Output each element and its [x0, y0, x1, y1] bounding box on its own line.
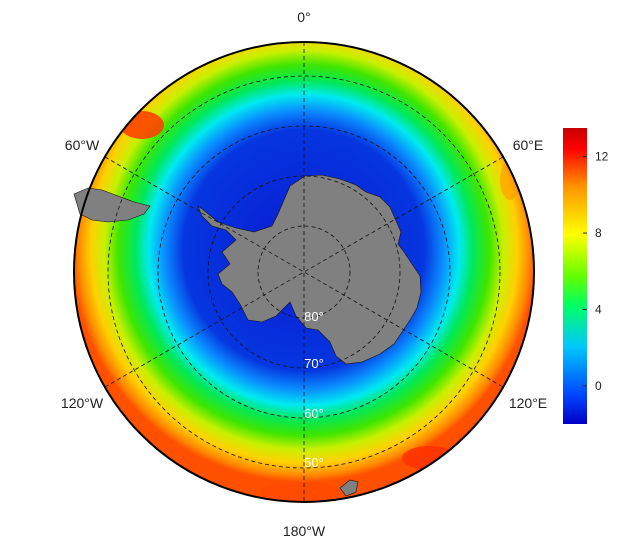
map-border: [73, 41, 535, 503]
colorbar-ticks: 0 4 8 12: [583, 150, 609, 393]
lat-label-70: 70°: [304, 356, 324, 371]
lon-label-60w: 60°W: [65, 137, 100, 153]
lon-label-0: 0°: [297, 9, 310, 25]
lon-label-120w: 120°W: [61, 395, 104, 411]
lon-label-120e: 120°E: [509, 395, 547, 411]
colorbar: 0 4 8 12: [563, 128, 609, 424]
colorbar-gradient: [563, 128, 587, 424]
antarctica-land: [197, 174, 422, 365]
lat-label-80: 80°: [304, 309, 324, 324]
lat-label-50: 50°: [304, 455, 324, 470]
south-america-land: [73, 187, 151, 223]
colorbar-tick-label-1: 4: [595, 302, 602, 316]
lat-label-60: 60°: [304, 406, 324, 421]
south-island-land: [339, 479, 359, 497]
lon-label-180w: 180°W: [283, 523, 326, 539]
colorbar-tick-label-3: 12: [595, 150, 609, 164]
lon-label-60e: 60°E: [513, 137, 544, 153]
colorbar-tick-label-0: 0: [595, 379, 602, 393]
colorbar-tick-label-2: 8: [595, 226, 602, 240]
